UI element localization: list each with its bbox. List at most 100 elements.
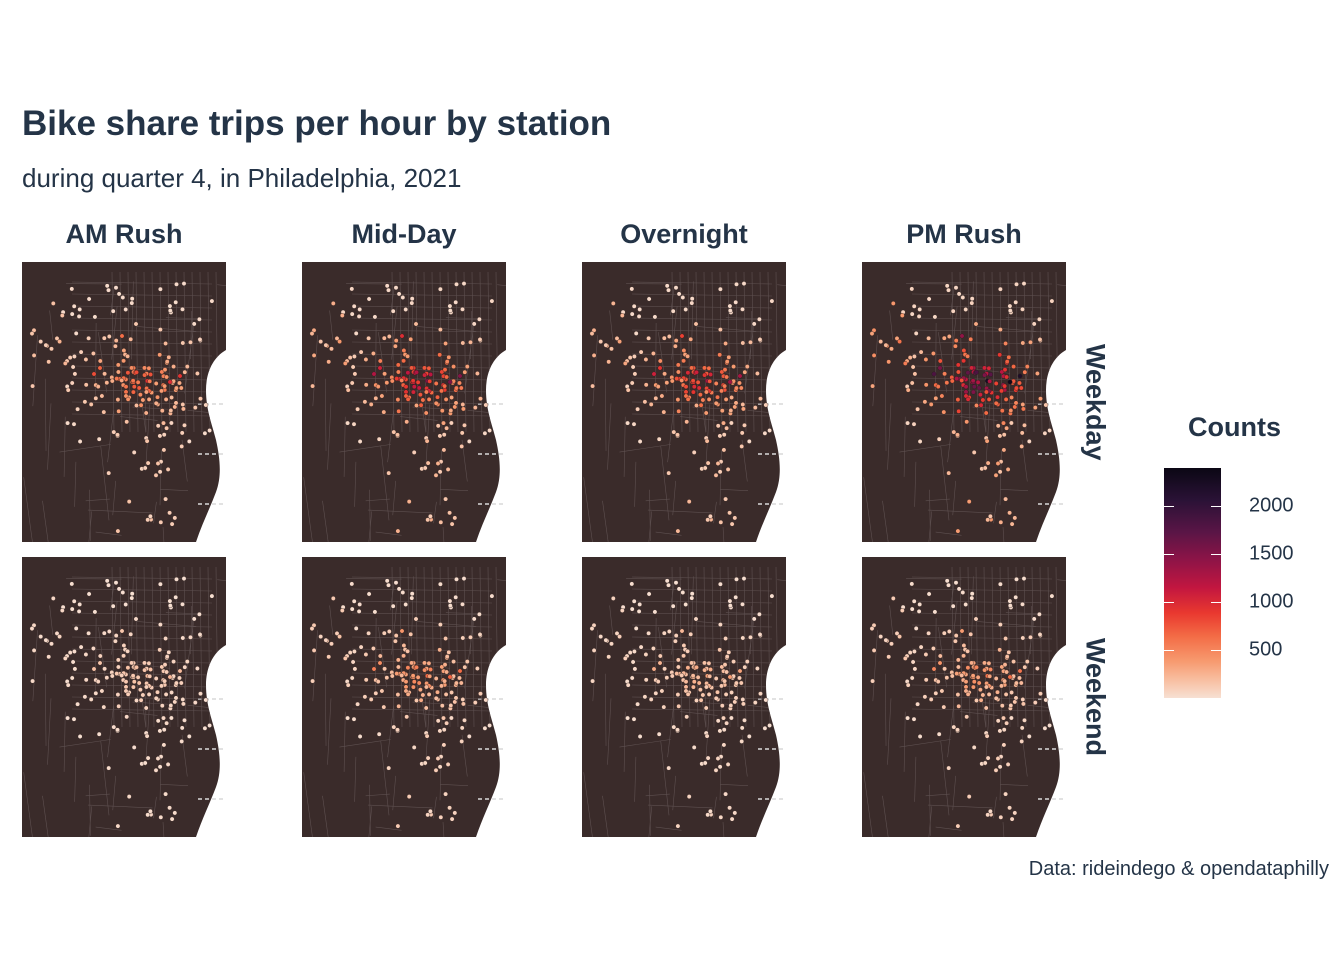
station-point <box>86 591 92 597</box>
station-point <box>453 695 459 701</box>
station-point <box>995 423 1001 429</box>
station-point <box>163 396 169 402</box>
street-line <box>929 784 931 836</box>
station-point <box>974 369 979 375</box>
station-point <box>635 701 640 707</box>
station-point <box>180 697 186 702</box>
street-line <box>1027 705 1066 714</box>
station-point <box>724 359 730 365</box>
station-point <box>744 659 750 665</box>
station-point <box>727 303 733 309</box>
station-point <box>970 673 976 679</box>
station-point <box>681 348 687 353</box>
station-point <box>437 352 443 358</box>
station-point <box>49 346 54 352</box>
station-point <box>685 665 691 671</box>
street-line <box>44 673 47 746</box>
station-point <box>646 296 652 302</box>
street-line <box>365 511 373 542</box>
station-point <box>985 812 991 818</box>
station-point <box>871 353 877 358</box>
station-point <box>953 580 959 586</box>
street-line <box>1039 271 1043 433</box>
station-point <box>310 678 316 684</box>
station-point <box>968 631 974 637</box>
street-line <box>1023 271 1027 433</box>
station-point <box>1013 680 1019 686</box>
station-point <box>182 664 188 670</box>
station-point <box>441 742 447 748</box>
station-point <box>444 669 450 675</box>
street-line <box>911 708 1053 712</box>
station-point <box>917 307 923 312</box>
station-point <box>622 656 628 661</box>
station-point <box>142 760 148 766</box>
station-point <box>164 720 170 726</box>
street-line <box>107 410 114 463</box>
station-point <box>423 410 429 416</box>
station-point <box>909 581 915 587</box>
chart-subtitle: during quarter 4, in Philadelphia, 2021 <box>22 163 462 193</box>
station-point <box>447 674 453 680</box>
station-point <box>590 383 596 389</box>
street-line <box>119 566 123 728</box>
station-point <box>326 359 332 365</box>
station-point <box>405 370 411 376</box>
station-point <box>339 608 345 613</box>
station-point <box>971 449 977 455</box>
legend-tick-right <box>1211 650 1221 652</box>
street-line <box>423 566 427 728</box>
station-point <box>309 626 315 632</box>
station-point <box>1026 438 1032 444</box>
station-point <box>726 649 732 655</box>
street-line <box>960 416 998 421</box>
station-point <box>651 646 656 651</box>
station-point <box>347 650 353 656</box>
station-point <box>153 472 159 478</box>
station-point <box>652 609 658 615</box>
street-line <box>111 566 115 728</box>
station-point <box>987 673 993 679</box>
street-line <box>711 271 715 433</box>
street-line <box>899 444 951 453</box>
station-point <box>144 733 150 739</box>
station-point <box>181 281 187 286</box>
station-point <box>1011 364 1017 370</box>
station-point <box>666 287 671 293</box>
street-line <box>925 806 933 837</box>
station-point <box>126 499 132 505</box>
station-point <box>460 340 466 346</box>
street-line <box>433 501 437 524</box>
station-point <box>737 373 743 379</box>
station-point <box>424 438 430 444</box>
station-point <box>694 664 699 670</box>
station-point <box>715 423 721 429</box>
station-point <box>1013 695 1019 701</box>
station-point <box>173 695 179 701</box>
station-point <box>351 598 357 604</box>
station-point <box>197 337 203 342</box>
station-point <box>123 679 129 685</box>
station-point <box>106 765 112 771</box>
station-point <box>73 626 79 631</box>
station-point <box>161 727 167 733</box>
station-point <box>1002 383 1008 389</box>
street-line <box>671 271 675 433</box>
station-point <box>939 688 945 694</box>
station-point <box>656 731 662 737</box>
station-point <box>62 361 68 366</box>
street-line <box>607 698 612 765</box>
station-point <box>911 421 917 427</box>
station-point <box>707 513 713 519</box>
street-line <box>680 416 718 421</box>
street-line <box>479 271 483 433</box>
street-line <box>1007 566 1011 728</box>
station-point <box>705 812 711 818</box>
station-point <box>329 346 334 352</box>
station-point <box>191 321 197 327</box>
station-point <box>717 327 723 333</box>
station-point <box>83 677 89 683</box>
street-line <box>645 511 653 542</box>
street-line <box>882 500 891 542</box>
station-point <box>657 365 663 371</box>
